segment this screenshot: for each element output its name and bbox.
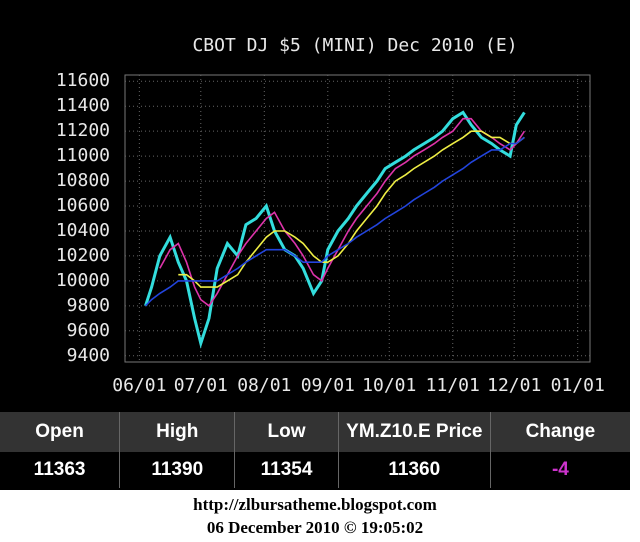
header-cell: YM.Z10.E Price: [337, 412, 491, 452]
chart: CBOT DJ $5 (MINI) Dec 2010 (E) 9400 9600 9…: [56, 35, 605, 396]
y-tick-label: 11400: [56, 95, 110, 116]
value-cell: 11354: [234, 452, 339, 488]
value-cell: -4: [489, 452, 630, 488]
y-tick-label: 10200: [56, 245, 110, 266]
x-tick-label: 08/01: [237, 375, 291, 396]
footer-url: http://zlbursatheme.blogspot.com: [193, 495, 437, 514]
y-tick-label: 9600: [67, 320, 110, 341]
x-tick-label: 12/01: [487, 375, 541, 396]
x-tick-label: 10/01: [362, 375, 416, 396]
value-cell: 11363: [33, 459, 86, 480]
y-tick-label: 10000: [56, 270, 110, 291]
y-tick-label: 9400: [67, 345, 110, 366]
y-tick-label: 10800: [56, 170, 110, 191]
series-line: [178, 130, 525, 288]
y-tick-label: 10400: [56, 220, 110, 241]
series-line: [144, 110, 526, 349]
header-cell: Open: [0, 412, 120, 452]
y-tick-label: 9800: [67, 295, 110, 316]
quote-panel: CBOT DJ $5 (MINI) Dec 2010 (E) 9400 9600 9…: [0, 0, 630, 490]
x-tick-label: 01/01: [551, 375, 605, 396]
value-row: 11363 11390 11354 11360 -4: [0, 452, 630, 488]
chart-title: CBOT DJ $5 (MINI) Dec 2010 (E): [192, 35, 517, 56]
footer-timestamp: 06 December 2010 © 19:05:02: [206, 518, 424, 537]
x-tick-label: 11/01: [426, 375, 480, 396]
plot-frame: [124, 74, 591, 363]
header-cell: Low: [234, 412, 339, 452]
y-tick-label: 11600: [56, 70, 110, 91]
header-cell: Change: [489, 412, 630, 452]
footer: http://zlbursatheme.blogspot.com 06 Dece…: [0, 490, 630, 539]
series-line: [144, 136, 525, 307]
quote-table: Open High Low YM.Z10.E Price Change 11363 113…: [0, 412, 630, 488]
value-cell: 11390: [119, 452, 235, 488]
y-tick-label: 10600: [56, 195, 110, 216]
header-cell: High: [119, 412, 235, 452]
y-tick-label: 11000: [56, 145, 110, 166]
x-tick-label: 09/01: [301, 375, 355, 396]
x-tick-label: 07/01: [174, 375, 228, 396]
header-row: Open High Low YM.Z10.E Price Change: [0, 412, 630, 452]
value-cell: 11360: [337, 452, 491, 488]
y-tick-label: 11200: [56, 120, 110, 141]
x-tick-label: 06/01: [112, 375, 166, 396]
